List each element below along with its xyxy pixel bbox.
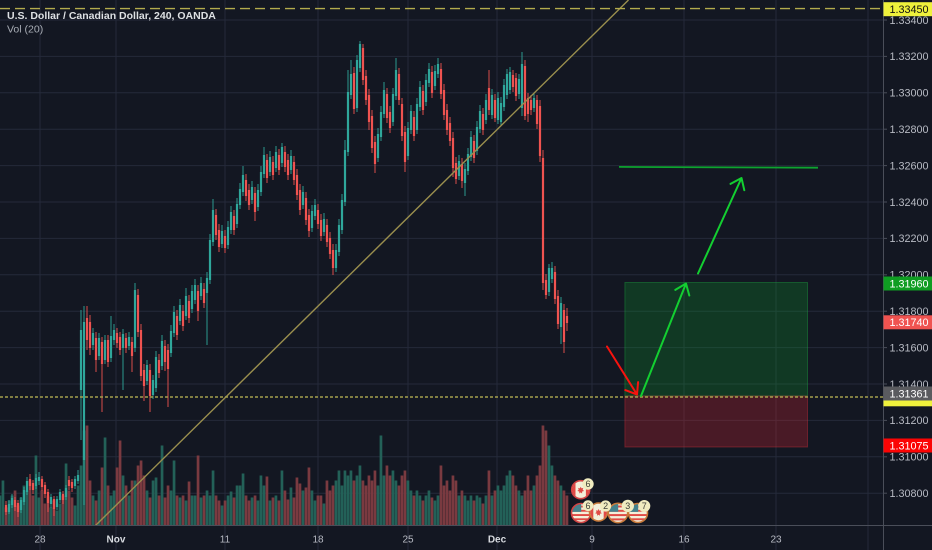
svg-text:1.33450: 1.33450 [890, 4, 929, 16]
svg-text:7: 7 [642, 501, 647, 511]
svg-text:28: 28 [34, 535, 46, 546]
svg-text:6: 6 [585, 501, 590, 511]
svg-text:1.30800: 1.30800 [890, 488, 929, 500]
svg-text:Vol (20): Vol (20) [7, 24, 43, 36]
svg-text:1.33000: 1.33000 [890, 88, 929, 100]
svg-text:9: 9 [589, 535, 595, 546]
svg-text:1.32400: 1.32400 [890, 197, 929, 209]
svg-text:1.31361: 1.31361 [890, 388, 929, 400]
svg-text:U.S. Dollar / Canadian Dollar,: U.S. Dollar / Canadian Dollar, 240, OAND… [7, 10, 216, 22]
svg-text:16: 16 [678, 535, 690, 546]
svg-text:23: 23 [770, 535, 782, 546]
svg-text:1.31075: 1.31075 [890, 440, 929, 452]
svg-text:3: 3 [625, 501, 630, 511]
svg-text:Nov: Nov [107, 535, 126, 546]
svg-text:1.32200: 1.32200 [890, 233, 929, 245]
svg-text:6: 6 [585, 479, 590, 489]
svg-text:1.31960: 1.31960 [890, 278, 929, 290]
svg-text:1.31200: 1.31200 [890, 415, 929, 427]
svg-text:18: 18 [312, 535, 324, 546]
svg-text:1.31600: 1.31600 [890, 342, 929, 354]
svg-text:1.31740: 1.31740 [890, 317, 929, 329]
svg-text:2: 2 [603, 501, 608, 511]
svg-text:Dec: Dec [488, 535, 507, 546]
svg-text:1.31000: 1.31000 [890, 452, 929, 464]
svg-text:1.32600: 1.32600 [890, 160, 929, 172]
svg-text:1.33200: 1.33200 [890, 51, 929, 63]
svg-text:11: 11 [220, 535, 231, 546]
svg-text:1.33400: 1.33400 [890, 15, 929, 27]
svg-text:1.31800: 1.31800 [890, 306, 929, 318]
svg-text:1.32800: 1.32800 [890, 124, 929, 136]
svg-text:25: 25 [402, 535, 414, 546]
